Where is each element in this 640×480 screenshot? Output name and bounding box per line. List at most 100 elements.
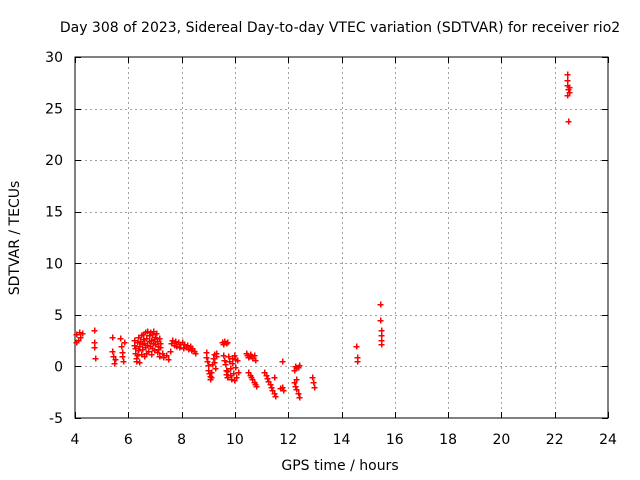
y-tick-label: 30 — [45, 50, 63, 66]
data-point — [91, 327, 98, 334]
data-point — [134, 339, 141, 346]
data-point — [140, 336, 147, 343]
data-point — [212, 365, 219, 372]
data-point — [234, 357, 241, 364]
data-point — [309, 374, 316, 381]
x-tick-label: 22 — [546, 432, 564, 448]
data-point — [264, 375, 271, 382]
data-point — [204, 358, 211, 365]
grid-lines — [75, 57, 608, 418]
x-tick-label: 14 — [333, 432, 351, 448]
data-point — [146, 332, 153, 339]
chart-title: Day 308 of 2023, Sidereal Day-to-day VTE… — [60, 20, 620, 36]
data-point — [172, 338, 179, 345]
data-point — [378, 341, 385, 348]
data-point — [109, 348, 116, 355]
data-point — [92, 355, 99, 362]
data-point — [235, 369, 242, 376]
data-point — [229, 360, 236, 367]
data-point — [131, 342, 138, 349]
tick-labels: 4 6 8 10 12 14 16 18 20 22 24 -5 0 5 10 15 20 25 30 — [45, 50, 617, 448]
x-tick-label: 18 — [439, 432, 457, 448]
y-tick-label: 5 — [54, 308, 63, 324]
y-tick-label: 10 — [45, 256, 63, 272]
data-point — [77, 334, 84, 341]
data-point — [167, 348, 174, 355]
data-point — [224, 339, 231, 346]
x-tick-label: 4 — [71, 432, 80, 448]
data-point — [564, 71, 571, 78]
data-point — [156, 335, 163, 342]
y-tick-label: 25 — [45, 102, 63, 118]
data-points — [73, 71, 573, 401]
data-point — [134, 352, 141, 359]
data-point — [377, 317, 384, 324]
data-point — [156, 353, 163, 360]
data-point — [223, 371, 230, 378]
data-point — [79, 330, 86, 337]
data-point — [145, 348, 152, 355]
data-point — [184, 342, 191, 349]
data-point — [353, 343, 360, 350]
data-point — [271, 374, 278, 381]
plot-area-border — [74, 56, 609, 419]
data-point — [208, 369, 215, 376]
data-point — [169, 337, 176, 344]
x-tick-label: 12 — [279, 432, 297, 448]
y-tick-label: 0 — [54, 359, 63, 375]
data-point — [293, 376, 300, 383]
data-point — [228, 376, 235, 383]
data-point — [565, 118, 572, 125]
data-point — [120, 358, 127, 365]
data-point — [153, 330, 160, 337]
data-point — [121, 339, 128, 346]
data-point — [163, 352, 170, 359]
data-point — [277, 385, 284, 392]
y-tick-label: -5 — [49, 411, 63, 427]
data-point — [135, 347, 142, 354]
data-point — [263, 372, 270, 379]
data-point — [118, 343, 125, 350]
data-point — [292, 383, 299, 390]
axis-ticks — [75, 57, 609, 419]
data-point — [233, 374, 240, 381]
data-point — [76, 329, 83, 336]
data-point — [227, 365, 234, 372]
x-tick-label: 6 — [124, 432, 133, 448]
data-point — [213, 353, 220, 360]
x-tick-label: 24 — [599, 432, 617, 448]
data-point — [192, 350, 199, 357]
data-point — [148, 351, 155, 358]
data-point — [157, 344, 164, 351]
data-point — [144, 342, 151, 349]
data-point — [311, 384, 318, 391]
y-tick-label: 20 — [45, 153, 63, 169]
data-point — [231, 352, 238, 359]
y-tick-label: 15 — [45, 205, 63, 221]
data-point — [268, 384, 275, 391]
data-point — [159, 350, 166, 357]
data-point — [230, 370, 237, 377]
x-tick-label: 16 — [386, 432, 404, 448]
data-point — [267, 381, 274, 388]
data-point — [144, 328, 151, 335]
data-point — [180, 345, 187, 352]
data-point — [293, 386, 300, 393]
data-point — [117, 335, 124, 342]
data-point — [279, 358, 286, 365]
data-point — [221, 357, 228, 364]
data-point — [176, 344, 183, 351]
data-point — [136, 359, 143, 366]
x-tick-label: 10 — [226, 432, 244, 448]
data-point — [232, 364, 239, 371]
data-point — [295, 390, 302, 397]
x-tick-label: 20 — [492, 432, 510, 448]
data-point — [91, 344, 98, 351]
data-point — [109, 334, 116, 341]
data-point — [377, 301, 384, 308]
data-point — [119, 353, 126, 360]
data-point — [220, 341, 227, 348]
data-point — [310, 379, 317, 386]
